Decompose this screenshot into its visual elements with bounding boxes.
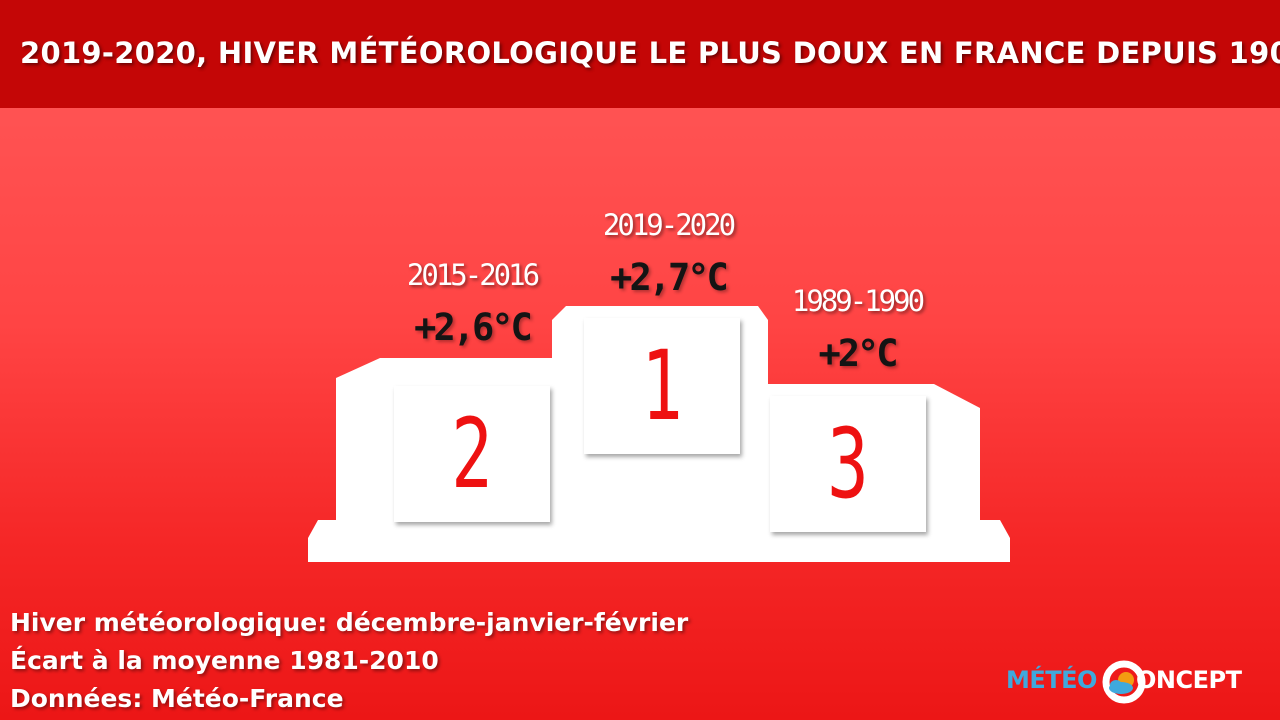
period-second: 2015-2016 (406, 258, 540, 292)
card-third (770, 396, 926, 532)
logo-text-concept: ONCEPT (1136, 666, 1242, 694)
anomaly-first: +2,7°C (610, 256, 729, 299)
meteo-concept-logo: MÉTÉO ONCEPT (1006, 660, 1266, 704)
footnote-reference-period: Écart à la moyenne 1981-2010 (10, 646, 439, 675)
rank-first: 1 (641, 330, 683, 442)
footnote-data-source: Données: Météo-France (10, 684, 344, 713)
card-first (584, 318, 740, 454)
anomaly-second: +2,6°C (414, 306, 533, 349)
footnote-winter-definition: Hiver météorologique: décembre-janvier-f… (10, 608, 689, 637)
logo-sun-cloud-icon (1102, 660, 1146, 704)
anomaly-third: +2°C (818, 332, 898, 375)
period-first: 2019-2020 (602, 208, 736, 242)
page-title: 2019-2020, HIVER MÉTÉOROLOGIQUE LE PLUS … (20, 36, 1280, 70)
rank-third: 3 (827, 408, 869, 520)
header-banner: 2019-2020, HIVER MÉTÉOROLOGIQUE LE PLUS … (0, 0, 1280, 108)
period-third: 1989-1990 (791, 284, 925, 318)
logo-text-meteo: MÉTÉO (1006, 666, 1097, 694)
rank-second: 2 (451, 398, 493, 510)
card-second (394, 386, 550, 522)
